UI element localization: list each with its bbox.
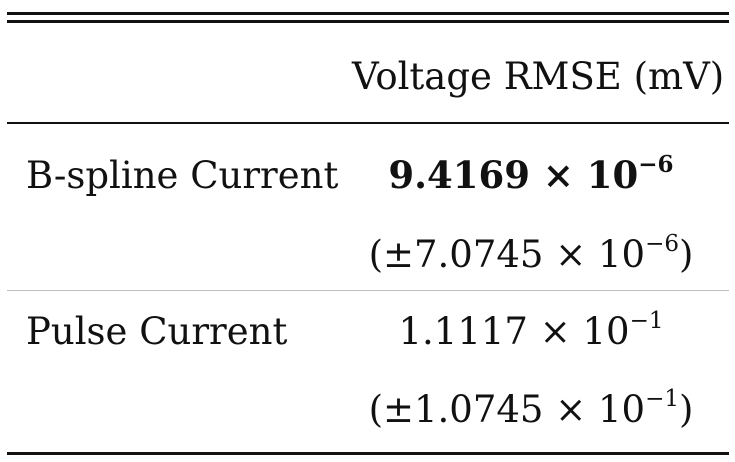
pulse-rmse-mean-mantissa: 1.1117 × 10 [398,310,630,353]
row-label-pulse-current: Pulse Current [26,310,288,353]
pulse-rmse-std-suffix: ) [678,388,694,431]
column-header-voltage-rmse: Voltage RMSE (mV) [352,55,725,98]
row-divider [7,290,729,291]
bspline-rmse-mean-exponent: −6 [638,151,674,178]
bspline-rmse-std-suffix: ) [678,233,694,276]
row-label-bspline-current: B-spline Current [26,154,339,197]
pulse-rmse-std: (±1.0745 × 10−1) [356,388,706,431]
bspline-rmse-mean-mantissa: 9.4169 × 10 [388,153,639,197]
bspline-rmse-std: (±7.0745 × 10−6) [356,233,706,276]
bottom-rule [7,452,729,455]
bspline-rmse-mean: 9.4169 × 10−6 [356,153,706,194]
bspline-rmse-std-prefix: (±7.0745 × 10 [368,233,646,276]
top-rule-outer [7,12,729,15]
top-rule-inner [7,20,729,23]
pulse-rmse-mean-exponent: −1 [629,308,664,334]
bspline-rmse-std-exponent: −6 [645,231,679,257]
pulse-rmse-std-exponent: −1 [645,386,679,412]
header-rule [7,122,729,124]
pulse-rmse-std-prefix: (±1.0745 × 10 [368,388,646,431]
pulse-rmse-mean: 1.1117 × 10−1 [356,310,706,353]
